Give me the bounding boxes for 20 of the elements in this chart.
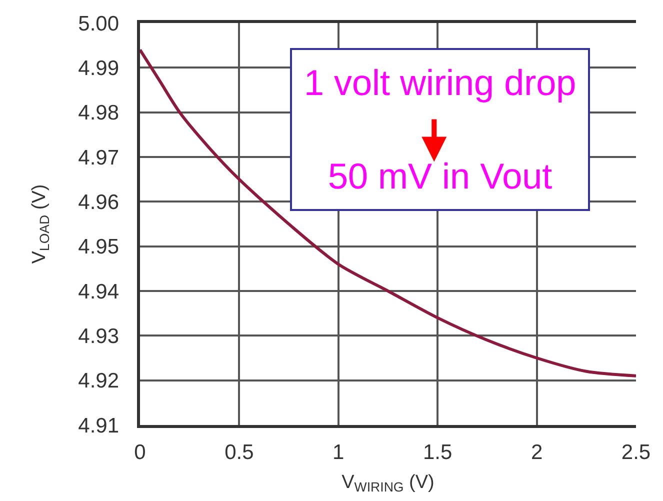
x-tick-label: 0.5	[224, 440, 254, 464]
x-tick-label: 2	[530, 440, 543, 464]
y-tick-label: 4.97	[78, 146, 120, 170]
x-tick-label: 2.5	[621, 440, 651, 464]
x-tick-label: 1.5	[423, 440, 452, 464]
x-tick-label: 1	[332, 440, 344, 464]
line-series	[140, 48, 636, 378]
y-tick-label: 4.92	[78, 370, 120, 393]
y-tick-label: 5.00	[78, 12, 120, 36]
annotation: 50 mV in Vout	[328, 156, 552, 197]
annotation: 1 volt wiring drop	[304, 62, 576, 103]
y-tick-label: 4.93	[78, 325, 120, 348]
y-tick-label: 4.99	[78, 57, 120, 80]
x-axis-title: V$_{WIRING}$ (V)	[342, 472, 434, 495]
x-tick-label: 0	[134, 440, 146, 464]
y-tick-label: 4.95	[78, 236, 120, 259]
y-tick-label: 4.98	[78, 102, 120, 125]
y-tick-label: 4.91	[78, 414, 120, 438]
y-tick-label: 4.94	[78, 280, 120, 304]
y-tick-label: 4.96	[78, 191, 120, 214]
